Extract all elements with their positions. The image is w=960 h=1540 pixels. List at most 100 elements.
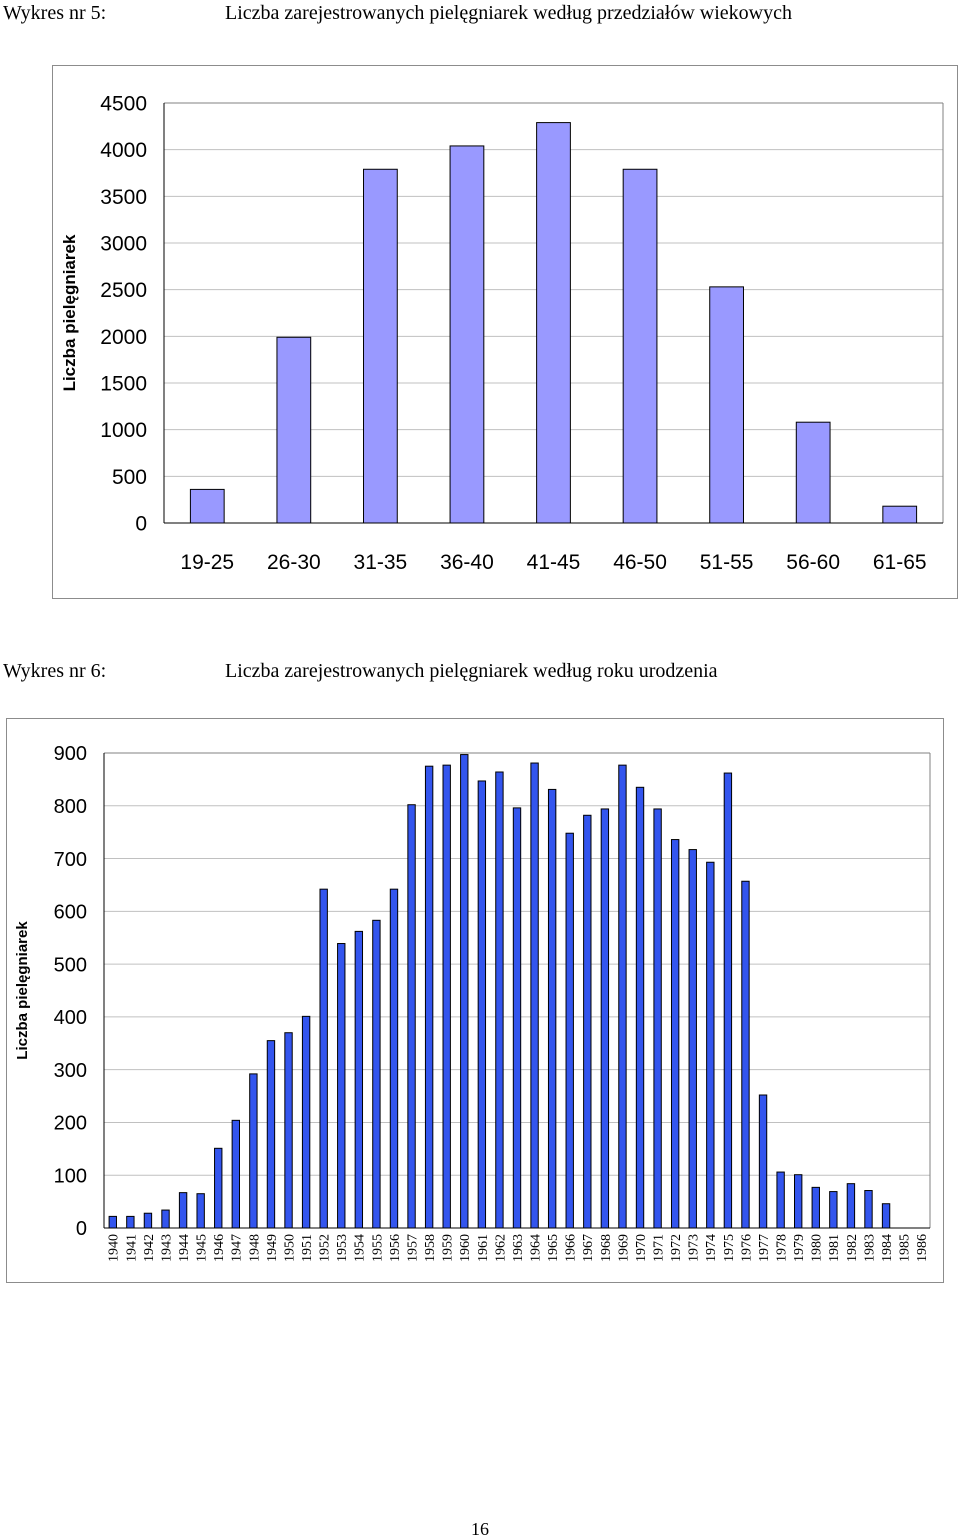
bar (536, 122, 571, 524)
bar (723, 772, 733, 1229)
x-tick-label: 1972 (669, 1234, 684, 1262)
x-tick-label: 1961 (476, 1234, 491, 1262)
x-tick-label: 1979 (792, 1234, 807, 1262)
chart1-title: Liczba zarejestrowanych pielęgniarek wed… (225, 2, 792, 24)
bar (108, 1215, 117, 1229)
y-tick-label: 3000 (100, 233, 147, 256)
bar (460, 754, 469, 1229)
x-tick-label: 1986 (915, 1234, 930, 1262)
x-tick-label: 1975 (722, 1234, 737, 1262)
bar (249, 1073, 258, 1229)
x-tick-label: 1984 (880, 1234, 895, 1262)
x-tick-label: 1953 (335, 1234, 350, 1262)
x-tick-label: 1981 (827, 1234, 842, 1262)
bar (189, 488, 225, 524)
chart2-panel: 0 100 200 300 400 500 600 700 800 900 Liczba pielę… (6, 718, 944, 1283)
bar (477, 780, 487, 1229)
y-tick-label: 4500 (100, 93, 147, 116)
x-tick-label: 1983 (862, 1234, 877, 1262)
bar (407, 804, 416, 1229)
x-tick-label: 1976 (739, 1234, 754, 1262)
bar (354, 930, 364, 1229)
y-axis-title: Liczba pielęgniarek (60, 234, 79, 391)
x-tick-label: 1960 (458, 1234, 473, 1262)
x-tick-label: 26-30 (267, 551, 321, 574)
y-tick-label: 2500 (100, 279, 147, 302)
bar (143, 1212, 153, 1229)
x-tick-label: 1949 (265, 1234, 280, 1262)
bar (319, 888, 328, 1229)
x-tick-label: 1941 (124, 1234, 139, 1262)
y-tick-label: 900 (54, 743, 87, 765)
bar (424, 765, 434, 1229)
bar (758, 1094, 768, 1229)
bar (389, 888, 399, 1229)
x-tick-label: 1942 (142, 1234, 157, 1262)
x-tick-label: 1955 (370, 1234, 385, 1262)
bar (795, 421, 831, 524)
x-tick-label: 1967 (581, 1234, 596, 1262)
bar (337, 943, 346, 1229)
bar (512, 807, 522, 1229)
chart2-svg: 0 100 200 300 400 500 600 700 800 900 Liczba pielę… (14, 743, 931, 1262)
bar (530, 762, 539, 1229)
x-tick-label: 1985 (898, 1234, 913, 1262)
bar (495, 771, 504, 1229)
y-tick-label: 3500 (100, 186, 147, 209)
x-tick-label: 1962 (493, 1234, 508, 1262)
bar (846, 1183, 856, 1229)
x-tick-label: 1946 (212, 1234, 227, 1262)
x-tick-label: 46-50 (613, 551, 667, 574)
x-tick-label: 1980 (810, 1234, 825, 1262)
y-tick-label: 1000 (100, 419, 147, 442)
x-tick-label: 36-40 (440, 551, 494, 574)
chart1-panel: 0 500 1000 1500 2000 2500 3000 3500 4000 4500 Licz… (52, 65, 958, 599)
x-tick-label: 1977 (757, 1234, 772, 1262)
bar (266, 1040, 276, 1229)
x-tick-label: 1940 (107, 1234, 122, 1262)
x-tick-label: 1973 (687, 1234, 702, 1262)
x-tick-label: 1974 (704, 1234, 719, 1262)
x-tick-label: 1943 (159, 1234, 174, 1262)
y-tick-label: 600 (54, 902, 87, 924)
x-tick-label: 51-55 (700, 551, 754, 574)
bar (622, 168, 658, 524)
x-tick-label: 1978 (775, 1234, 790, 1262)
y-tick-label: 4000 (100, 139, 147, 162)
bar (583, 814, 592, 1229)
x-tick-label: 1963 (511, 1234, 526, 1262)
bar (231, 1119, 240, 1229)
y-tick-label: 400 (54, 1007, 87, 1029)
x-tick-label: 1950 (282, 1234, 297, 1262)
x-tick-label: 1954 (353, 1234, 368, 1262)
bar (442, 764, 451, 1229)
x-tick-label: 1982 (845, 1234, 860, 1262)
x-tick-label: 1968 (599, 1234, 614, 1262)
x-tick-label: 31-35 (354, 551, 408, 574)
bar (881, 1203, 891, 1229)
bar (706, 861, 715, 1229)
x-tick-label: 1969 (616, 1234, 631, 1262)
y-tick-label: 300 (54, 1060, 87, 1082)
x-tick-label: 1952 (318, 1234, 333, 1262)
x-tick-label: 1966 (564, 1234, 579, 1262)
x-tick-label: 1964 (528, 1234, 543, 1262)
bar (178, 1192, 188, 1229)
bar (811, 1186, 820, 1229)
y-tick-label: 700 (54, 849, 87, 871)
y-tick-label: 500 (112, 466, 147, 489)
chart2-title: Liczba zarejestrowanych pielęgniarek wed… (225, 660, 718, 682)
y-tick-label: 0 (135, 513, 147, 536)
bar (776, 1171, 785, 1229)
bar (161, 1209, 170, 1229)
x-tick-label: 1970 (634, 1234, 649, 1262)
y-tick-label: 1500 (100, 373, 147, 396)
x-tick-label: 61-65 (873, 551, 927, 574)
bar (284, 1032, 293, 1229)
x-tick-label: 1958 (423, 1234, 438, 1262)
x-tick-label: 1957 (405, 1234, 420, 1262)
bar (372, 919, 381, 1229)
bar (126, 1215, 135, 1229)
chart1-number: Wykres nr 5: (3, 2, 107, 24)
bar (864, 1190, 873, 1229)
